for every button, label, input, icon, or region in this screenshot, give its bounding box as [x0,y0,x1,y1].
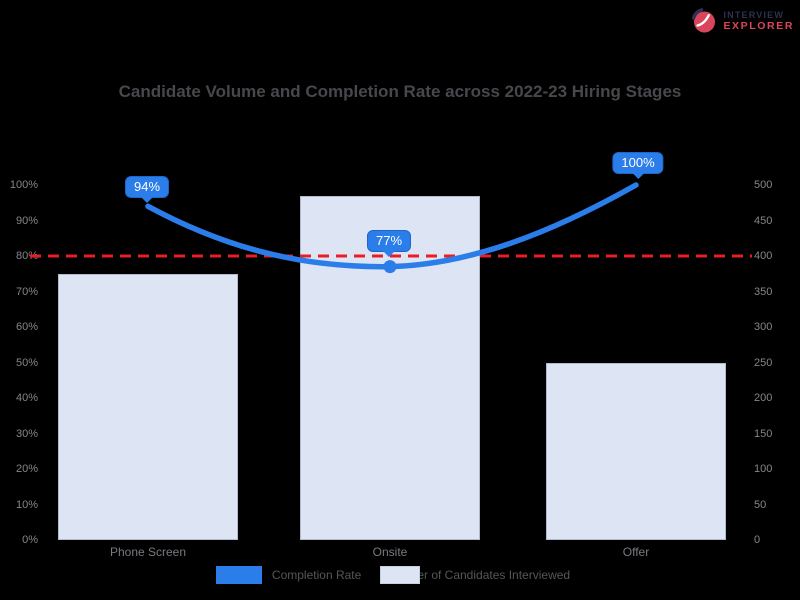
brand-logo: INTERVIEW EXPLORER [691,8,794,35]
brand-logo-text: INTERVIEW EXPLORER [723,10,794,32]
circle-swoosh-logo-icon [692,8,716,33]
data-label-tooltip: 100% [612,152,664,174]
x-axis-category-label: Phone Screen [109,545,187,559]
left-axis-tick-label: 10% [15,498,38,511]
left-axis-tick-label: 100% [9,179,38,191]
left-axis-tick-label: 20% [15,463,38,475]
left-axis-tick-label: 60% [15,321,38,333]
data-label-tooltip: 77% [366,229,412,252]
left-axis-tick-label: 90% [15,214,38,227]
left-axis-tick-label: 50% [15,356,38,369]
x-axis-category-label: Offer [622,545,650,559]
right-axis-tick-label: 250 [754,356,773,369]
bar-offer[interactable] [546,362,726,540]
right-axis-tick-label: 450 [754,214,773,227]
data-label-tooltip: 94% [124,176,170,199]
right-axis-tick-label: 400 [754,250,773,262]
right-axis-tick-label: 100 [754,463,773,475]
x-axis-category-label: Onsite [372,545,408,559]
legend-line-swatch[interactable] [215,566,262,584]
brand-logo-line2: EXPLORER [723,19,794,32]
left-axis-tick-label: 80% [15,250,38,262]
right-axis-tick-label: 500 [754,179,773,191]
legend-item-label[interactable]: Number of Candidates Interviewed [385,568,571,582]
line-point-marker[interactable] [383,260,397,274]
legend-item-label[interactable]: Completion Rate [271,568,362,582]
right-axis-tick-label: 350 [754,285,773,298]
right-axis-tick-label: 200 [754,392,773,404]
left-axis-tick-label: 0% [22,534,38,546]
right-axis-tick-label: 50 [754,498,767,511]
left-axis-tick-label: 70% [15,285,38,298]
right-axis-tick-label: 300 [754,321,773,333]
chart-legend: Completion Rate Number of Candidates Inte… [0,566,800,584]
brand-logo-line1: INTERVIEW [723,10,785,21]
bar-phone-screen[interactable] [58,273,238,540]
left-axis-tick-label: 40% [15,392,38,404]
legend-bar-swatch[interactable] [380,566,420,584]
right-axis-tick-label: 150 [754,427,773,440]
chart-title: Candidate Volume and Completion Rate acr… [118,82,682,101]
left-axis-tick-label: 30% [15,427,38,440]
right-axis-tick-label: 0 [754,534,761,546]
